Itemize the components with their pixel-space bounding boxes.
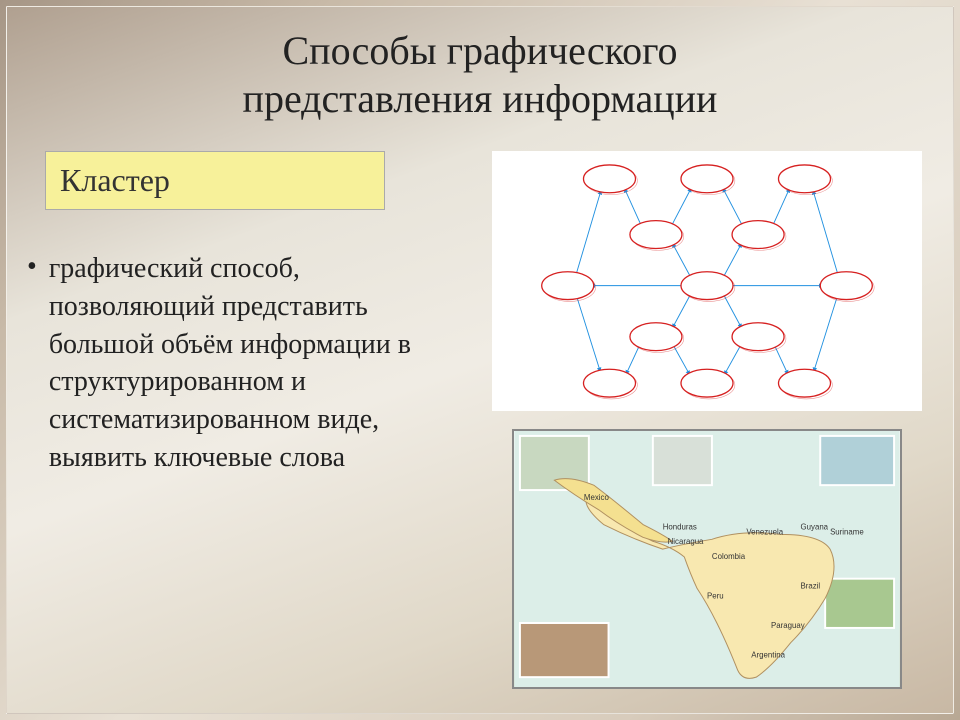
svg-text:Peru: Peru	[707, 591, 724, 600]
map-infographic: Mexico Honduras Nicaragua Venezuela GuyanaSu…	[512, 429, 902, 689]
slide-title: Способы графического представления инфор…	[7, 27, 953, 123]
right-column: Mexico Honduras Nicaragua Venezuela GuyanaSu…	[461, 151, 953, 713]
svg-text:Mexico: Mexico	[584, 493, 610, 502]
svg-text:Venezuela: Venezuela	[746, 527, 783, 536]
slide-frame: Способы графического представления инфор…	[0, 0, 960, 720]
bullet-text: графический способ, позволяющий представ…	[49, 250, 461, 477]
svg-text:Brazil: Brazil	[801, 582, 821, 591]
slide-content: Способы графического представления инфор…	[6, 6, 954, 714]
svg-text:Nicaragua: Nicaragua	[668, 537, 704, 546]
bullet-icon: •	[27, 250, 37, 284]
title-line-2: представления информации	[243, 76, 718, 121]
title-line-1: Способы графического	[283, 28, 678, 73]
svg-text:Argentina: Argentina	[751, 650, 785, 659]
content-row: Кластер • графический способ, позволяющи…	[7, 151, 953, 713]
svg-text:Colombia: Colombia	[712, 552, 746, 561]
svg-text:Guyana: Guyana	[801, 522, 829, 531]
svg-text:Paraguay: Paraguay	[771, 621, 805, 630]
left-column: Кластер • графический способ, позволяющи…	[7, 151, 461, 713]
cluster-diagram	[492, 151, 922, 411]
bullet-item: • графический способ, позволяющий предст…	[45, 250, 461, 477]
subtitle-box: Кластер	[45, 151, 385, 210]
svg-text:Honduras: Honduras	[663, 522, 697, 531]
svg-text:Suriname: Suriname	[830, 527, 864, 536]
